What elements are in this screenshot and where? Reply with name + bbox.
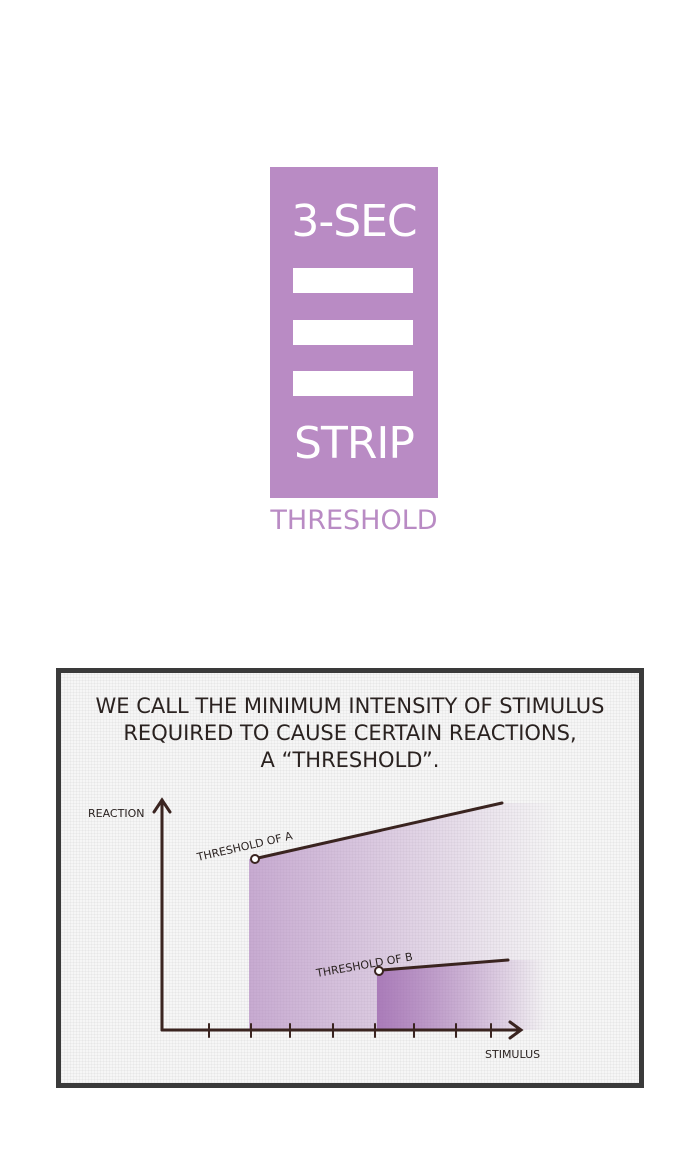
- page-subtitle: THRESHOLD: [270, 505, 438, 536]
- reaction-line-b: [380, 958, 510, 972]
- logo-bar: [293, 371, 413, 396]
- y-axis-label: REACTION: [88, 807, 144, 820]
- reaction-line-a: [256, 801, 504, 860]
- caption-line: A “THRESHOLD”.: [260, 748, 440, 772]
- logo-top-text: 3-SEC: [291, 196, 417, 247]
- panel-caption: WE CALL THE MINIMUM INTENSITY OF STIMULU…: [61, 693, 639, 774]
- caption-line: WE CALL THE MINIMUM INTENSITY OF STIMULU…: [95, 694, 605, 718]
- logo-bar: [293, 320, 413, 345]
- y-axis-arrow: [152, 797, 172, 814]
- x-axis-arrow: [508, 1020, 524, 1040]
- threshold-point-a: [250, 854, 260, 864]
- logo-bottom-text: STRIP: [294, 418, 415, 469]
- x-axis-label: STIMULUS: [485, 1048, 540, 1061]
- caption-line: REQUIRED TO CAUSE CERTAIN REACTIONS,: [123, 721, 577, 745]
- threshold-point-b: [374, 966, 384, 976]
- reaction-area-b: [377, 960, 545, 1030]
- logo-bar: [293, 268, 413, 293]
